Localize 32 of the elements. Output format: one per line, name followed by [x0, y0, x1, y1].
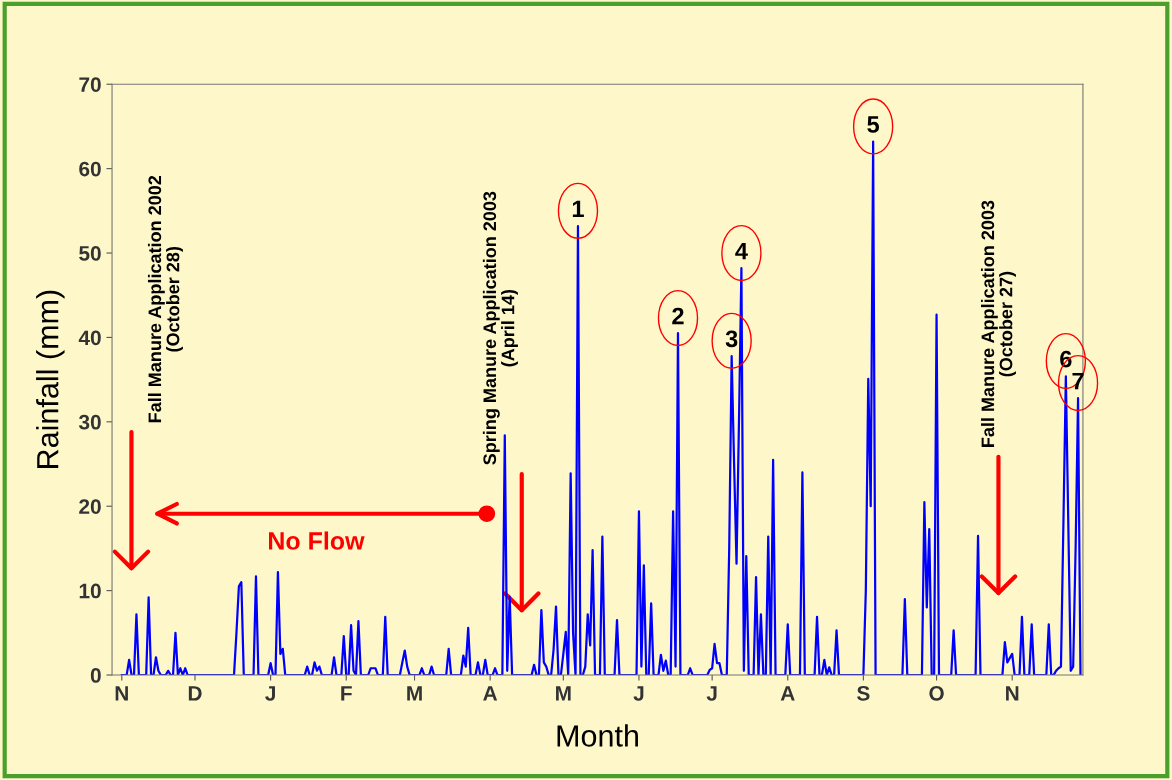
x-tick-label: J	[633, 686, 644, 701]
x-tick-label: J	[706, 686, 717, 701]
x-tick-label: O	[929, 685, 944, 701]
annotation: 1	[572, 200, 584, 217]
x-tick-label: F	[341, 686, 352, 701]
x-tick-label: N	[1006, 686, 1019, 701]
y-tick-label: 10	[79, 583, 101, 599]
annotation: 2	[672, 307, 684, 325]
annotation: No Flow	[269, 531, 365, 550]
x-tick-label: A	[483, 686, 498, 701]
x-tick-label: N	[115, 686, 128, 701]
annotation: 4	[735, 242, 748, 260]
y-tick-label: 50	[79, 246, 101, 261]
y-tick-label: 70	[79, 77, 101, 92]
x-tick-label: J	[265, 686, 275, 701]
y-tick-label: 40	[78, 330, 101, 346]
x-tick-label: M	[556, 686, 571, 701]
x-axis-title: Month	[557, 724, 638, 747]
y-tick-label: 30	[78, 414, 101, 430]
y-axis-title: Rainfall (mm)	[36, 290, 65, 468]
annotation: Fall Manure Application 2002 (October 28)	[147, 175, 183, 423]
x-tick-label: D	[188, 686, 202, 701]
y-tick-label: 60	[79, 161, 101, 177]
y-tick-label: 0	[90, 668, 101, 683]
annotation: Fall Manure Application 2003 (October 27)	[980, 200, 1016, 447]
annotation: Spring Manure Application 2003 (April 14)	[482, 191, 518, 465]
y-tick-label: 20	[79, 499, 101, 514]
x-tick-label: M	[407, 686, 422, 701]
x-tick-label: A	[780, 686, 795, 701]
x-tick-label: S	[857, 685, 870, 701]
annotation: 3	[725, 330, 738, 348]
annotation: 5	[867, 116, 880, 133]
